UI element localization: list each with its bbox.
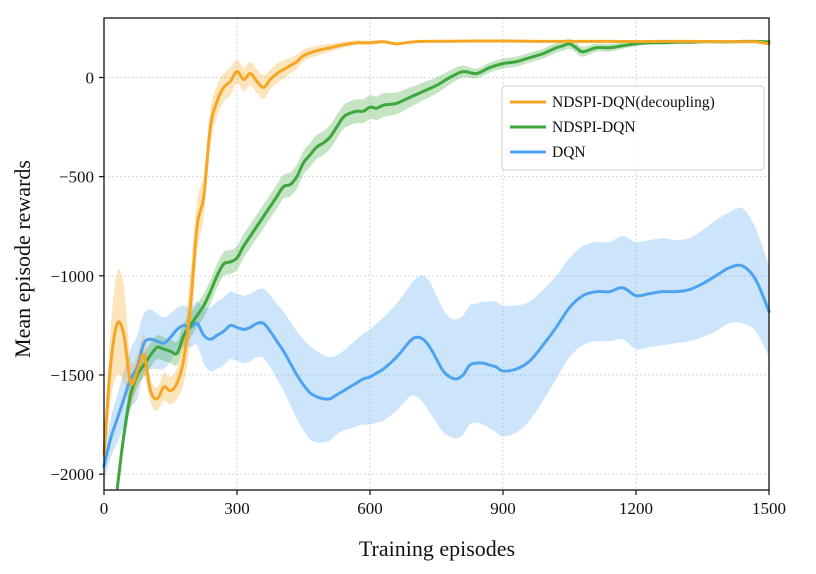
x-tick-label: 600 [357, 499, 383, 518]
x-tick-label: 900 [490, 499, 516, 518]
x-tick-label: 1200 [619, 499, 653, 518]
confidence-bands [104, 38, 770, 490]
x-tick-label: 1500 [752, 499, 786, 518]
axis-ticks: 0 300 600 900 1200 1500 −2000 −1500 −1000 −500 0 [50, 68, 786, 518]
legend-box [501, 85, 765, 171]
x-tick-label: 0 [100, 499, 109, 518]
y-axis-label: Mean episode rewards [10, 160, 35, 358]
x-tick-label: 300 [224, 499, 250, 518]
y-tick-label: −500 [59, 168, 94, 187]
legend: NDSPI-DQN(decoupling) NDSPI-DQN DQN [501, 85, 765, 171]
confidence-band-2 [104, 207, 769, 483]
grid [104, 18, 769, 490]
series-line-1 [115, 39, 771, 490]
y-tick-label: −1000 [50, 267, 94, 286]
y-tick-label: −2000 [50, 465, 94, 484]
y-tick-label: −1500 [50, 366, 94, 385]
series-line-0 [102, 39, 771, 456]
series-lines [102, 39, 771, 490]
legend-label: DQN [552, 144, 586, 161]
x-axis-label: Training episodes [359, 536, 515, 561]
plot-frame [103, 17, 770, 491]
y-tick-label: 0 [86, 68, 95, 87]
legend-label: NDSPI-DQN(decoupling) [552, 94, 715, 111]
legend-label: NDSPI-DQN [552, 119, 636, 136]
